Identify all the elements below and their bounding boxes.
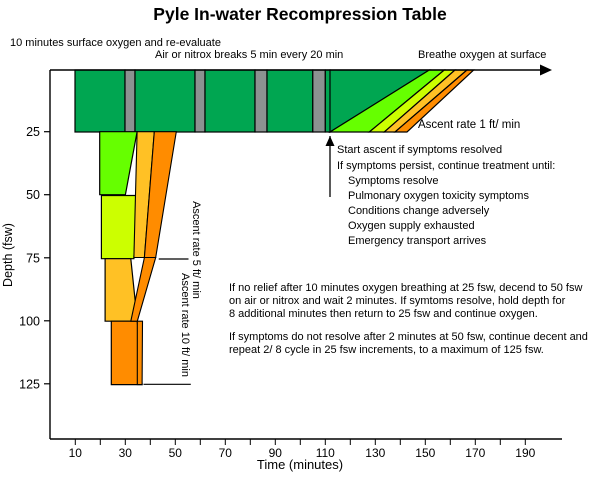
svg-text:Ascent rate 10 ft/ min: Ascent rate 10 ft/ min bbox=[179, 273, 191, 377]
svg-text:10: 10 bbox=[69, 446, 83, 460]
svg-text:Pyle In-water Recompression Ta: Pyle In-water Recompression Table bbox=[153, 4, 447, 24]
svg-text:30: 30 bbox=[119, 446, 133, 460]
svg-text:10 minutes surface oxygen and: 10 minutes surface oxygen and re-evaluat… bbox=[10, 37, 221, 49]
svg-text:125: 125 bbox=[19, 377, 40, 391]
svg-text:75: 75 bbox=[26, 251, 40, 265]
svg-text:Ascent rate 1 ft/ min: Ascent rate 1 ft/ min bbox=[418, 119, 520, 131]
svg-text:8 additional minutes then retu: 8 additional minutes then return to 25 f… bbox=[229, 308, 538, 320]
svg-text:130: 130 bbox=[365, 446, 385, 460]
svg-text:Conditions change adversely: Conditions change adversely bbox=[348, 205, 490, 217]
svg-text:Depth (fsw): Depth (fsw) bbox=[1, 223, 15, 287]
svg-text:If no relief after 10 minutes: If no relief after 10 minutes oxygen bre… bbox=[229, 282, 582, 294]
svg-text:Emergency transport arrives: Emergency transport arrives bbox=[348, 235, 487, 247]
svg-text:on air or nitrox and wait 2 mi: on air or nitrox and wait 2 minutes. If … bbox=[229, 295, 566, 307]
svg-text:70: 70 bbox=[219, 446, 233, 460]
svg-text:50: 50 bbox=[169, 446, 183, 460]
svg-text:If symptoms do not resolve aft: If symptoms do not resolve after 2 minut… bbox=[229, 331, 588, 343]
svg-text:150: 150 bbox=[415, 446, 435, 460]
svg-text:If symptoms persist, continue: If symptoms persist, continue treatment … bbox=[337, 160, 555, 172]
svg-text:Breathe oxygen at surface: Breathe oxygen at surface bbox=[418, 49, 546, 61]
svg-text:25: 25 bbox=[26, 125, 40, 139]
svg-text:190: 190 bbox=[515, 446, 535, 460]
svg-text:50: 50 bbox=[26, 188, 40, 202]
svg-text:Air or nitrox breaks 5 min eve: Air or nitrox breaks 5 min every 20 min bbox=[155, 49, 343, 61]
svg-text:100: 100 bbox=[19, 314, 40, 328]
svg-text:Time (minutes): Time (minutes) bbox=[257, 457, 343, 472]
svg-text:repeat 2/ 8 cycle in 25 fsw in: repeat 2/ 8 cycle in 25 fsw increments, … bbox=[229, 344, 544, 356]
svg-text:170: 170 bbox=[465, 446, 485, 460]
svg-text:Symptoms resolve: Symptoms resolve bbox=[348, 175, 438, 187]
svg-text:Oxygen supply exhausted: Oxygen supply exhausted bbox=[348, 220, 475, 232]
svg-text:Start ascent if symptoms resol: Start ascent if symptoms resolved bbox=[337, 144, 502, 156]
svg-text:Pulmonary oxygen toxicity symp: Pulmonary oxygen toxicity symptoms bbox=[348, 190, 529, 202]
